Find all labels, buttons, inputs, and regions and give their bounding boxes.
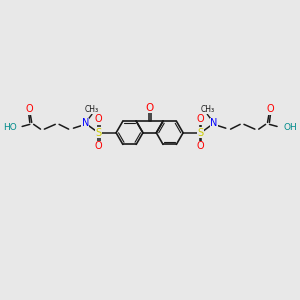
Text: N: N — [210, 118, 218, 128]
Text: CH₃: CH₃ — [85, 105, 99, 114]
Text: O: O — [95, 141, 103, 151]
Text: OH: OH — [284, 123, 298, 132]
Text: N: N — [82, 118, 89, 128]
Text: HO: HO — [3, 123, 16, 132]
Text: S: S — [96, 128, 102, 138]
Text: O: O — [25, 104, 33, 114]
Text: CH₃: CH₃ — [200, 105, 214, 114]
Text: O: O — [95, 114, 103, 124]
Text: O: O — [197, 141, 204, 151]
Text: S: S — [197, 128, 204, 138]
Text: O: O — [266, 104, 274, 114]
Text: O: O — [146, 103, 154, 113]
Text: O: O — [197, 114, 204, 124]
